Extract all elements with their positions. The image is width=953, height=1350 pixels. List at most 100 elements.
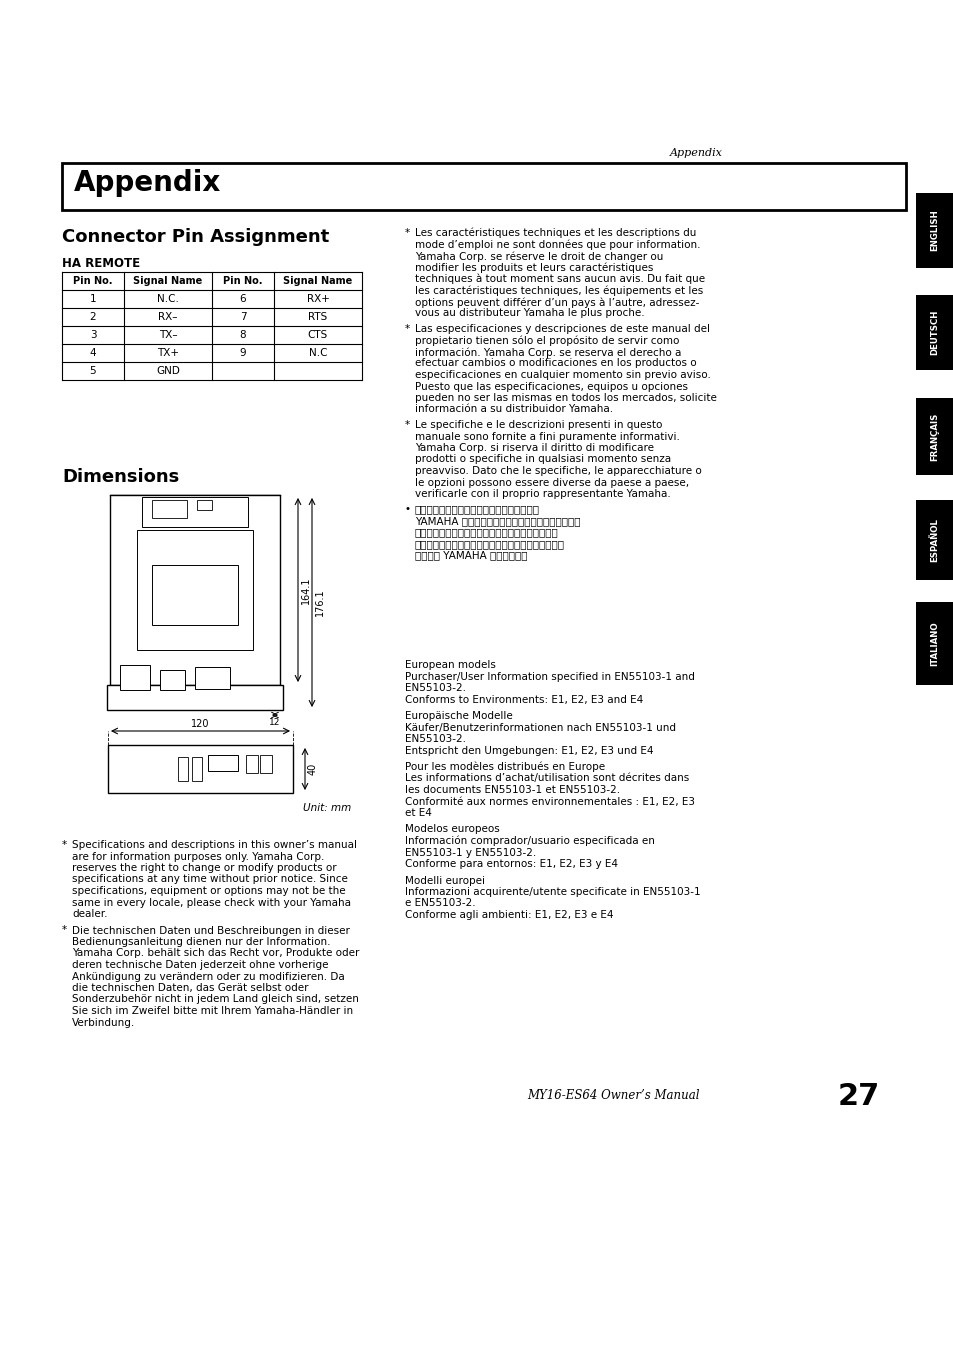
Circle shape (285, 782, 291, 788)
Bar (62, 163, 905, 211)
Text: reserves the right to change or modify products or: reserves the right to change or modify p… (71, 863, 336, 873)
Text: Modelos europeos: Modelos europeos (405, 825, 499, 834)
Text: Ankündigung zu verändern oder zu modifizieren. Da: Ankündigung zu verändern oder zu modifiz… (71, 972, 344, 981)
Bar (260, 755, 272, 774)
Text: *: * (62, 840, 67, 850)
Text: 6: 6 (239, 294, 246, 304)
Text: CTS: CTS (308, 329, 328, 340)
Text: Conforme para entornos: E1, E2, E3 y E4: Conforme para entornos: E1, E2, E3 y E4 (405, 859, 618, 869)
Text: GND: GND (156, 366, 180, 377)
Bar (246, 755, 257, 774)
Bar (108, 745, 293, 792)
Text: Connector Pin Assignment: Connector Pin Assignment (62, 228, 329, 246)
Text: información a su distribuidor Yamaha.: información a su distribuidor Yamaha. (415, 405, 613, 414)
Text: TX–: TX– (158, 329, 177, 340)
Text: *: * (405, 324, 410, 333)
Text: les caractéristiques techniques, les équipements et les: les caractéristiques techniques, les équ… (415, 285, 702, 296)
Text: specifications at any time without prior notice. Since: specifications at any time without prior… (71, 875, 348, 884)
Text: RX+: RX+ (306, 294, 329, 304)
Text: pueden no ser las mismas en todos los mercados, solicite: pueden no ser las mismas en todos los me… (415, 393, 716, 404)
Text: 164.1: 164.1 (301, 576, 311, 603)
Text: Sonderzubehör nicht in jedem Land gleich sind, setzen: Sonderzubehör nicht in jedem Land gleich… (71, 995, 358, 1004)
Text: EN55103-2.: EN55103-2. (405, 734, 465, 744)
Text: options peuvent différer d’un pays à l’autre, adressez-: options peuvent différer d’un pays à l’a… (415, 297, 699, 308)
Text: manuale sono fornite a fini puramente informativi.: manuale sono fornite a fini puramente in… (415, 432, 679, 441)
Text: 选购件在各个地区可能均会有所不同，因此如有问题，: 选购件在各个地区可能均会有所不同，因此如有问题， (415, 539, 564, 549)
Text: MY16-ES64 Owner’s Manual: MY16-ES64 Owner’s Manual (527, 1089, 700, 1102)
Text: Entspricht den Umgebungen: E1, E2, E3 und E4: Entspricht den Umgebungen: E1, E2, E3 un… (405, 745, 653, 756)
Text: same in every locale, please check with your Yamaha: same in every locale, please check with … (71, 898, 351, 907)
Text: le opzioni possono essere diverse da paese a paese,: le opzioni possono essere diverse da pae… (415, 478, 688, 487)
Text: 40: 40 (308, 763, 317, 775)
Text: Conforme agli ambienti: E1, E2, E3 e E4: Conforme agli ambienti: E1, E2, E3 e E4 (405, 910, 613, 919)
Text: les documents EN55103-1 et EN55103-2.: les documents EN55103-1 et EN55103-2. (405, 784, 619, 795)
Text: 27: 27 (837, 1081, 879, 1111)
Text: TX+: TX+ (157, 348, 179, 358)
Text: 8: 8 (239, 329, 246, 340)
Text: HA REMOTE: HA REMOTE (62, 256, 140, 270)
Circle shape (136, 783, 141, 787)
Bar (208, 755, 237, 771)
Text: e EN55103-2.: e EN55103-2. (405, 899, 476, 909)
Text: 本使用说明书中的技术规格及介绍仅供参考。: 本使用说明书中的技术规格及介绍仅供参考。 (415, 505, 539, 514)
Bar (160, 670, 185, 690)
Text: efectuar cambios o modificaciones en los productos o: efectuar cambios o modificaciones en los… (415, 359, 696, 369)
Bar (194, 667, 230, 688)
Bar (120, 666, 150, 690)
Text: ENGLISH: ENGLISH (929, 209, 939, 251)
Text: Verbindung.: Verbindung. (71, 1018, 135, 1027)
Text: techniques à tout moment sans aucun avis. Du fait que: techniques à tout moment sans aucun avis… (415, 274, 704, 285)
Text: Modelli europei: Modelli europei (405, 876, 484, 886)
Text: specifications, equipment or options may not be the: specifications, equipment or options may… (71, 886, 345, 896)
Text: Conforms to Environments: E1, E2, E3 and E4: Conforms to Environments: E1, E2, E3 and… (405, 694, 642, 705)
Text: Appendix: Appendix (74, 169, 221, 197)
Bar (142, 497, 248, 526)
Text: ESPAÑOL: ESPAÑOL (929, 518, 939, 562)
Text: 1: 1 (90, 294, 96, 304)
Bar (915, 602, 953, 684)
Text: Sie sich im Zweifel bitte mit Ihrem Yamaha-Händler in: Sie sich im Zweifel bitte mit Ihrem Yama… (71, 1006, 353, 1017)
Bar (107, 684, 283, 710)
Text: verificarle con il proprio rappresentante Yamaha.: verificarle con il proprio rappresentant… (415, 489, 670, 500)
Text: Información comprador/usuario especificada en: Información comprador/usuario especifica… (405, 836, 654, 846)
Text: die technischen Daten, das Gerät selbst oder: die technischen Daten, das Gerät selbst … (71, 983, 308, 994)
Text: Pin No.: Pin No. (223, 275, 262, 286)
Text: Yamaha Corp. behält sich das Recht vor, Produkte oder: Yamaha Corp. behält sich das Recht vor, … (71, 949, 359, 958)
Text: 权利。若有更改，恕不事先通知。技术规格、设备或: 权利。若有更改，恕不事先通知。技术规格、设备或 (415, 528, 558, 537)
Text: RX–: RX– (158, 312, 177, 323)
Text: Appendix: Appendix (669, 148, 722, 158)
Text: deren technische Daten jederzeit ohne vorherige: deren technische Daten jederzeit ohne vo… (71, 960, 328, 971)
Text: mode d’emploi ne sont données que pour information.: mode d’emploi ne sont données que pour i… (415, 239, 700, 250)
Circle shape (214, 761, 217, 764)
Text: Signal Name: Signal Name (133, 275, 202, 286)
Text: Europäische Modelle: Europäische Modelle (405, 711, 512, 721)
Text: propietario tienen sólo el propósito de servir como: propietario tienen sólo el propósito de … (415, 336, 679, 346)
Circle shape (148, 764, 158, 774)
Text: vous au distributeur Yamaha le plus proche.: vous au distributeur Yamaha le plus proc… (415, 309, 644, 319)
Circle shape (140, 756, 166, 782)
Circle shape (161, 783, 167, 787)
Text: 请和当地 YAMAHA 经销商确认。: 请和当地 YAMAHA 经销商确认。 (415, 551, 527, 560)
Text: prodotti o specifiche in qualsiasi momento senza: prodotti o specifiche in qualsiasi momen… (415, 455, 670, 464)
Text: European models: European models (405, 660, 496, 670)
Text: Pour les modèles distribués en Europe: Pour les modèles distribués en Europe (405, 761, 604, 772)
Circle shape (121, 783, 127, 787)
Text: ITALIANO: ITALIANO (929, 621, 939, 666)
Text: *: * (405, 228, 410, 238)
Text: 7: 7 (239, 312, 246, 323)
Text: dealer.: dealer. (71, 909, 108, 919)
Circle shape (140, 520, 150, 531)
Circle shape (115, 756, 141, 782)
Text: Käufer/Benutzerinformationen nach EN55103-1 und: Käufer/Benutzerinformationen nach EN5510… (405, 722, 676, 733)
Bar (915, 500, 953, 580)
Text: *: * (62, 926, 67, 936)
Text: 120: 120 (191, 720, 210, 729)
Text: Las especificaciones y descripciones de este manual del: Las especificaciones y descripciones de … (415, 324, 709, 333)
Bar (110, 495, 280, 684)
Circle shape (219, 761, 222, 764)
Bar (152, 566, 237, 625)
Text: Les caractéristiques techniques et les descriptions du: Les caractéristiques techniques et les d… (415, 228, 696, 239)
Circle shape (210, 761, 213, 764)
Text: 2: 2 (90, 312, 96, 323)
Bar (915, 398, 953, 475)
